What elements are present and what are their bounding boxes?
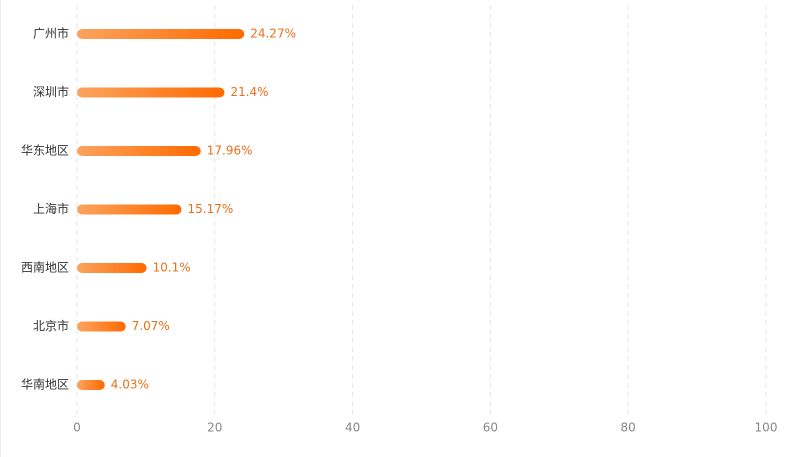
- bar: [77, 87, 225, 98]
- y-tick-label: 深圳市: [33, 84, 69, 99]
- x-tick-label: 80: [621, 421, 636, 435]
- value-label: 4.03%: [111, 378, 149, 392]
- bar: [77, 263, 147, 273]
- x-tick-label: 100: [755, 421, 778, 435]
- y-tick-label: 西南地区: [21, 260, 69, 275]
- x-tick-label: 0: [73, 421, 81, 435]
- y-tick-label: 华东地区: [21, 144, 69, 158]
- y-tick-label: 广州市: [33, 26, 69, 41]
- value-label: 17.96%: [207, 144, 253, 158]
- x-tick-label: 40: [345, 421, 360, 435]
- bar: [77, 321, 126, 332]
- y-tick-label: 华南地区: [21, 377, 69, 392]
- value-label: 15.17%: [188, 202, 234, 216]
- x-tick-label: 20: [207, 421, 222, 435]
- bar: [77, 380, 105, 390]
- y-tick-label: 北京市: [33, 318, 69, 333]
- bar: [77, 146, 201, 156]
- value-label: 7.07%: [132, 319, 170, 333]
- bar: [77, 29, 245, 39]
- value-label: 10.1%: [153, 261, 191, 275]
- y-tick-label: 上海市: [33, 201, 69, 216]
- x-tick-label: 60: [483, 421, 498, 435]
- value-label: 21.4%: [230, 85, 268, 99]
- value-label: 24.27%: [250, 27, 296, 41]
- bar: [77, 204, 182, 215]
